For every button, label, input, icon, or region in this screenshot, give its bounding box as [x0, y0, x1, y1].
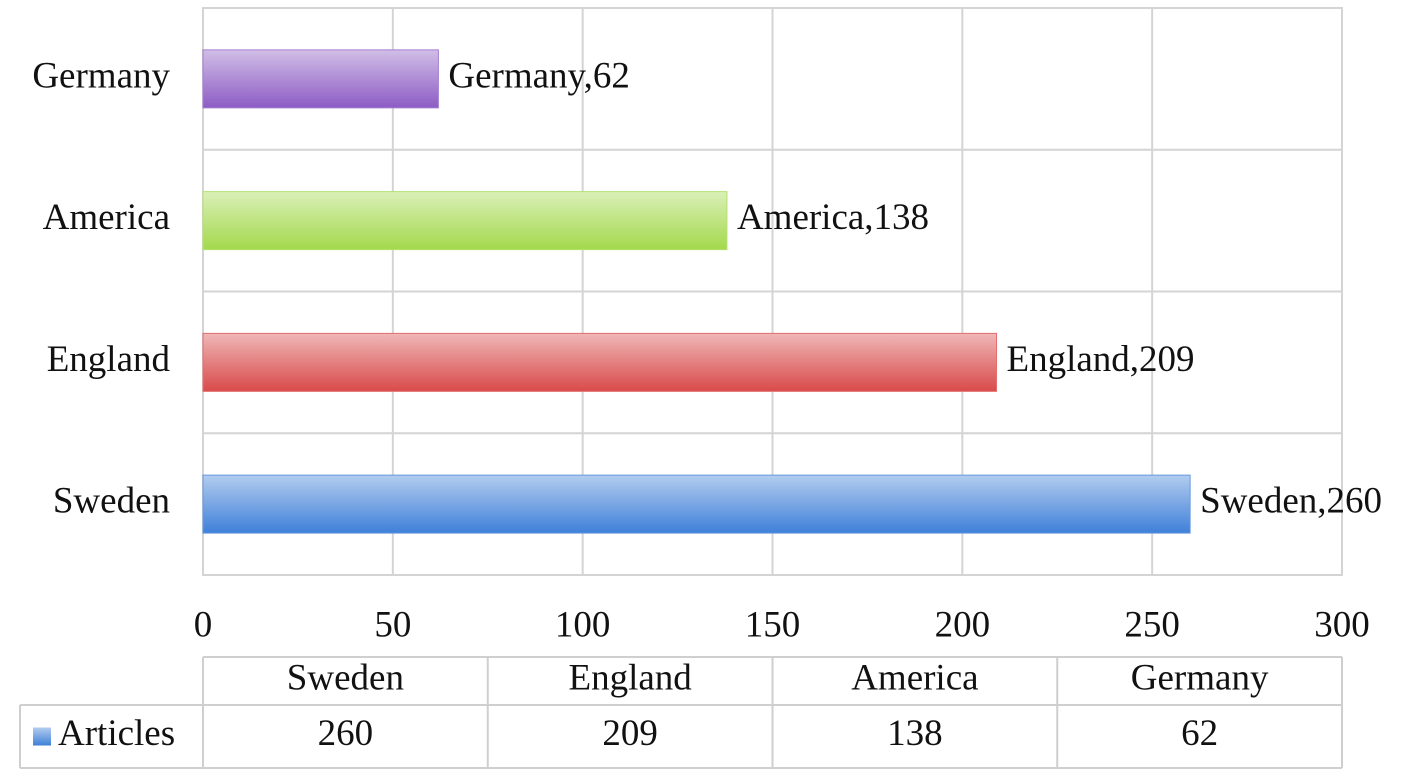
x-tick-label: 50 [374, 604, 411, 645]
bar [202, 191, 728, 251]
table-header: America [851, 657, 978, 698]
bar [202, 332, 998, 392]
data-label: America,138 [737, 197, 929, 238]
table-header: Germany [1131, 657, 1269, 698]
data-label: Sweden,260 [1200, 481, 1382, 522]
x-tick-label: 200 [935, 604, 991, 645]
table-header: England [568, 657, 692, 698]
table-value: 260 [318, 713, 374, 754]
data-label: Germany,62 [448, 55, 630, 96]
category-label: Germany [32, 55, 170, 96]
table-value: 62 [1181, 713, 1218, 754]
data-label: England,209 [1007, 339, 1195, 380]
legend-key [33, 727, 51, 746]
table-header: Sweden [287, 657, 404, 698]
x-tick-label: 0 [194, 604, 213, 645]
x-tick-label: 100 [555, 604, 611, 645]
category-label: England [47, 339, 171, 380]
category-label: Sweden [53, 481, 170, 522]
bar [202, 49, 439, 109]
x-tick-label: 300 [1314, 604, 1370, 645]
bar [202, 474, 1191, 534]
table-value: 138 [887, 713, 943, 754]
x-tick-label: 250 [1124, 604, 1180, 645]
category-label: America [43, 197, 170, 238]
legend-label: Articles [58, 713, 175, 754]
table-value: 209 [602, 713, 658, 754]
x-tick-label: 150 [745, 604, 801, 645]
